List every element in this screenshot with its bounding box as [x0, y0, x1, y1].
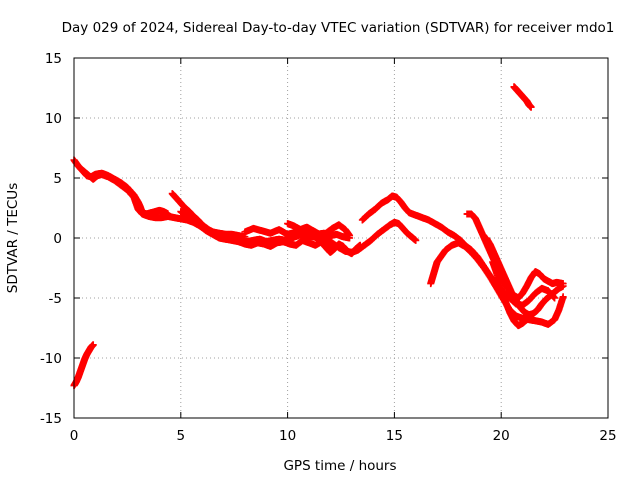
y-tick-label: 10 [45, 111, 62, 127]
data-point-fill [522, 316, 530, 324]
series-track-12 [482, 234, 567, 319]
series-track-7 [284, 220, 354, 240]
series-track-14 [510, 83, 535, 111]
axis-ticks: 0 5 10 15 20 25 -15 -10 -5 0 5 10 15 [40, 51, 617, 444]
x-tick-label: 25 [599, 428, 616, 444]
x-axis-label: GPS time / hours [283, 458, 396, 474]
x-tick-label: 20 [493, 428, 510, 444]
y-tick-label: 15 [45, 51, 62, 67]
series-track-1 [70, 341, 97, 390]
x-tick-label: 0 [70, 428, 79, 444]
series-track-9 [358, 192, 559, 309]
y-tick-label: -15 [40, 411, 62, 427]
y-axis-label: SDTVAR / TECUs [5, 183, 21, 293]
y-tick-label: 0 [53, 231, 62, 247]
chart-title: Day 029 of 2024, Sidereal Day-to-day VTE… [62, 20, 615, 36]
data-point-fill [89, 341, 97, 349]
data-point-fill [345, 231, 353, 239]
data-point-fill [559, 294, 567, 302]
data-points [70, 83, 567, 390]
data-point-fill [559, 282, 567, 290]
y-tick-label: -5 [49, 291, 62, 307]
series-track-8 [318, 239, 364, 258]
series-track-13 [489, 258, 531, 330]
data-point-fill [411, 236, 419, 244]
y-tick-label: 5 [53, 171, 62, 187]
data-point-fill [527, 103, 535, 111]
series-track-3 [76, 164, 249, 241]
data-point-fill [356, 242, 364, 250]
x-tick-label: 5 [177, 428, 186, 444]
y-tick-label: -10 [40, 351, 62, 367]
x-tick-label: 10 [279, 428, 296, 444]
x-tick-label: 15 [386, 428, 403, 444]
